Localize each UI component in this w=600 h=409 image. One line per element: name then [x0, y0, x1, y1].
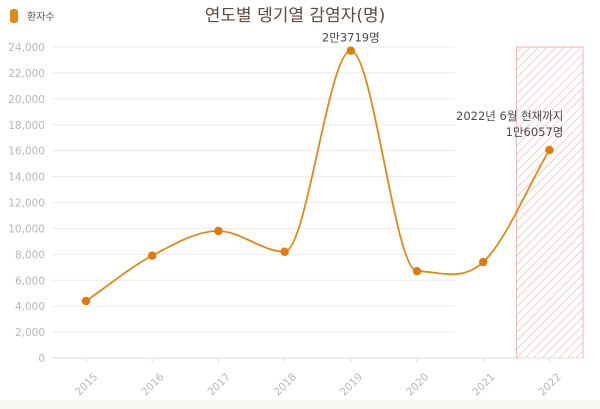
y-tick-label: 12,000	[8, 198, 45, 210]
annotations: 2만3719명 2022년 6월 현재까지 1만6057명	[322, 31, 563, 139]
data-point	[214, 226, 223, 236]
series-line	[85, 49, 551, 302]
y-tick-label: 22,000	[8, 68, 45, 80]
annotation-label: 2만3719명	[322, 31, 380, 45]
y-tick-label: 6,000	[15, 275, 45, 287]
annotation-label: 2022년 6월 현재까지	[456, 109, 563, 123]
data-point	[412, 266, 422, 276]
highlight-layer	[515, 46, 584, 359]
annotation-label: 1만6057명	[506, 125, 564, 139]
data-point	[545, 145, 554, 155]
y-tick-label: 24,000	[8, 42, 45, 54]
y-tick-label: 0	[38, 353, 45, 365]
y-tick-label: 4,000	[15, 301, 45, 313]
series-layer	[81, 46, 554, 306]
data-point	[148, 251, 157, 260]
data-point	[346, 46, 355, 55]
highlight-region	[515, 46, 584, 359]
chart-title: 연도별 뎅기열 감염자(명)	[205, 6, 385, 26]
data-point	[81, 296, 91, 306]
y-axis: 0 2,000 4,000 6,000 8,000 10,000 12,000 14,000 1…	[8, 42, 583, 365]
legend-swatch	[10, 9, 18, 23]
y-tick-label: 20,000	[8, 94, 45, 106]
y-tick-label: 10,000	[8, 223, 45, 235]
y-tick-label: 2,000	[15, 327, 45, 339]
legend-label: 환자수	[27, 11, 55, 23]
data-point	[479, 257, 488, 267]
gridlines	[52, 46, 455, 359]
y-tick-label: 8,000	[15, 249, 45, 261]
footer-band	[0, 400, 600, 409]
legend: 환자수	[10, 9, 55, 23]
y-tick-label: 16,000	[8, 146, 45, 158]
y-tick-label: 18,000	[8, 120, 45, 132]
data-point	[280, 247, 289, 256]
y-tick-label: 14,000	[8, 172, 45, 184]
